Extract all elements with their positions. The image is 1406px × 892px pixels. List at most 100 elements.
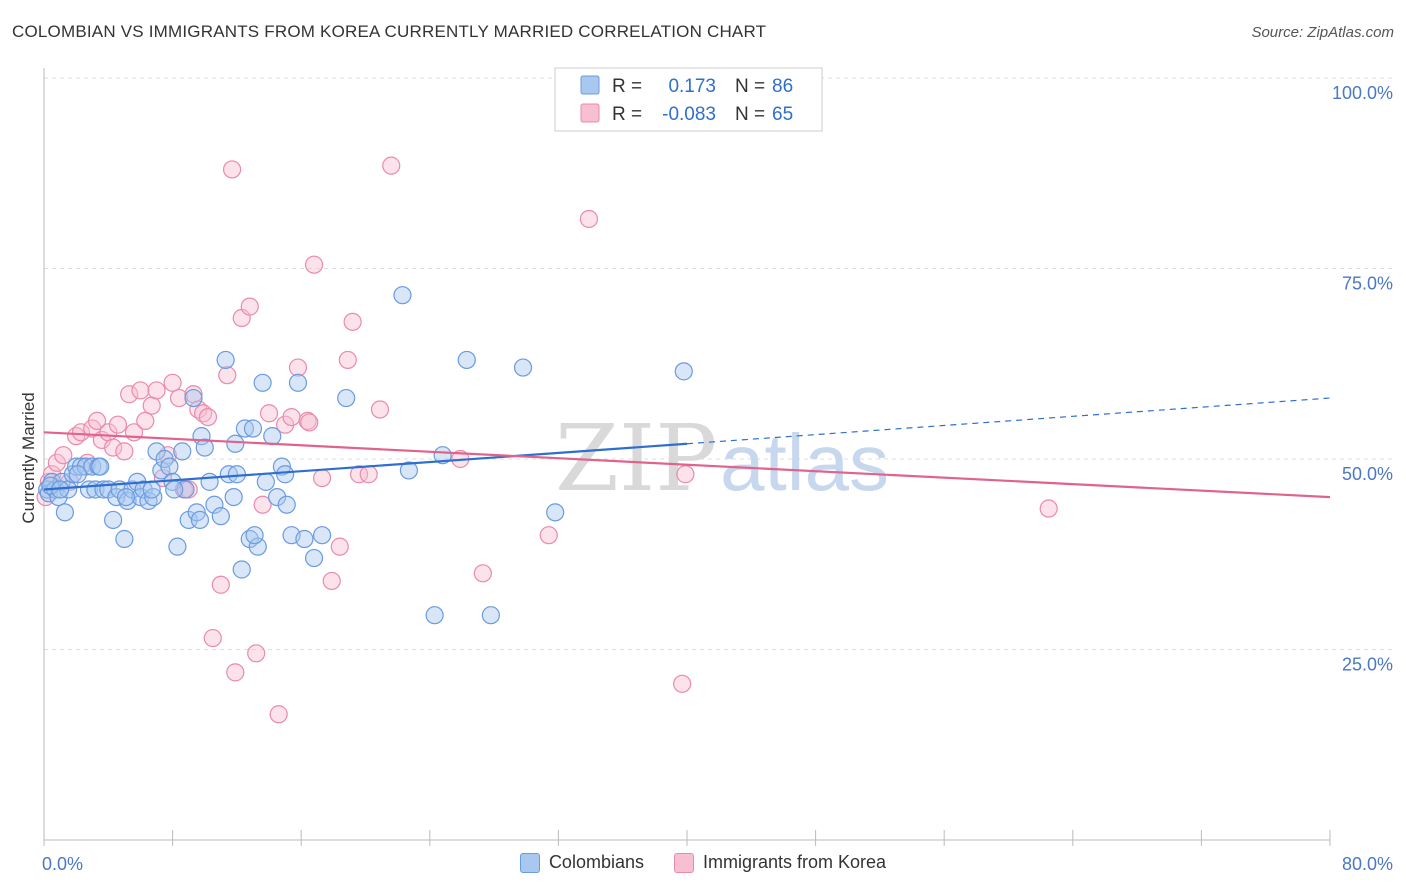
colombian-point xyxy=(91,457,110,476)
korea-point xyxy=(673,674,692,693)
colombian-point xyxy=(393,286,412,305)
colombian-point xyxy=(184,388,203,408)
korea-point xyxy=(382,156,401,175)
korea-point xyxy=(247,644,266,663)
colombian-point xyxy=(142,480,161,499)
colombian-point xyxy=(195,438,214,457)
source-label: Source: ZipAtlas.com xyxy=(1251,24,1394,41)
colombian-trend-line xyxy=(43,442,688,491)
korea-point xyxy=(211,575,230,594)
colombian-point xyxy=(277,495,296,514)
colombian-point xyxy=(116,488,136,507)
korea-point xyxy=(330,537,349,556)
korea-point xyxy=(47,453,66,472)
colombian-point xyxy=(546,503,565,522)
korea-point xyxy=(203,628,222,648)
colombian-point xyxy=(312,526,332,545)
colombian-point xyxy=(245,526,264,545)
colombian-point xyxy=(165,480,184,499)
korea-point xyxy=(253,495,272,514)
legend-swatch-colombians xyxy=(519,852,540,873)
korea-point xyxy=(71,423,91,442)
colombian-point xyxy=(224,488,243,507)
korea-point xyxy=(163,373,182,392)
korea-point xyxy=(198,407,218,427)
korea-point xyxy=(282,407,301,427)
legend-r-label-1: R = xyxy=(612,76,642,97)
korea-point xyxy=(300,413,319,432)
korea-point xyxy=(108,415,128,434)
colombian-point xyxy=(457,350,476,370)
legend-r-label-2: R = xyxy=(612,104,642,125)
y-tick-label: 75.0% xyxy=(1342,274,1393,294)
korea-point xyxy=(1039,499,1058,518)
colombian-point xyxy=(115,529,134,549)
legend-item-korea: Immigrants from Korea xyxy=(673,852,887,873)
colombian-point xyxy=(55,503,74,522)
legend-label-korea: Immigrants from Korea xyxy=(702,852,887,872)
korea-point xyxy=(54,446,73,465)
y-axis-label: Currently Married xyxy=(19,392,38,523)
korea-point xyxy=(147,381,166,400)
korea-point xyxy=(276,415,295,434)
korea-point xyxy=(676,465,695,484)
x-tick-label: 0.0% xyxy=(42,854,83,874)
colombian-point xyxy=(104,510,123,530)
legend-swatch-korea xyxy=(673,852,694,873)
korea-point xyxy=(169,388,189,408)
chart-title: COLOMBIAN VS IMMIGRANTS FROM KOREA CURRE… xyxy=(12,22,767,41)
korea-point xyxy=(222,160,242,179)
colombian-point xyxy=(288,373,308,392)
colombian-point xyxy=(674,362,693,381)
korea-point xyxy=(539,526,558,545)
korea-point xyxy=(359,465,378,484)
korea-point xyxy=(338,350,357,370)
korea-point xyxy=(322,571,341,591)
korea-point xyxy=(115,442,134,461)
korea-point xyxy=(304,255,324,274)
colombian-points xyxy=(38,286,693,625)
series-legend: Colombians Immigrants from Korea xyxy=(0,852,1406,873)
korea-point xyxy=(142,396,161,415)
legend-n-label-2: N = xyxy=(735,104,765,125)
korea-point xyxy=(240,297,259,316)
korea-point xyxy=(473,564,492,583)
colombian-point xyxy=(160,457,179,476)
legend-r-value-2: -0.083 xyxy=(662,104,716,125)
colombian-point xyxy=(481,606,500,625)
legend-swatch-pink xyxy=(580,103,600,123)
korea-point xyxy=(226,663,245,682)
colombian-point xyxy=(399,461,419,480)
colombian-point xyxy=(226,434,245,453)
korea-point xyxy=(269,705,288,724)
colombian-point xyxy=(67,457,86,476)
korea-point xyxy=(136,411,155,430)
colombian-point xyxy=(211,507,230,526)
colombian-point xyxy=(263,427,282,446)
colombian-point xyxy=(425,606,444,625)
watermark: ZIP atlas xyxy=(555,405,889,512)
colombian-point xyxy=(267,488,287,507)
colombian-point xyxy=(243,419,263,438)
axes xyxy=(43,68,1331,846)
colombian-point xyxy=(253,373,272,392)
colombian-point xyxy=(190,510,210,530)
legend-r-value-1: 0.173 xyxy=(668,76,716,97)
colombian-point xyxy=(173,442,192,461)
colombian-point xyxy=(205,495,224,514)
korea-point xyxy=(288,358,308,377)
y-tick-label: 25.0% xyxy=(1342,655,1393,675)
korea-point xyxy=(218,366,237,385)
colombian-point xyxy=(248,537,267,556)
colombian-point xyxy=(295,529,314,549)
korea-point xyxy=(131,381,150,400)
y-tick-label: 100.0% xyxy=(1332,83,1393,103)
legend-item-colombians: Colombians xyxy=(519,852,644,873)
legend-n-label-1: N = xyxy=(735,76,765,97)
colombian-point xyxy=(276,465,295,484)
legend-n-value-1: 86 xyxy=(772,76,793,97)
watermark-atlas: atlas xyxy=(720,418,889,507)
colombian-point xyxy=(144,488,163,507)
legend-n-value-2: 65 xyxy=(772,104,793,125)
